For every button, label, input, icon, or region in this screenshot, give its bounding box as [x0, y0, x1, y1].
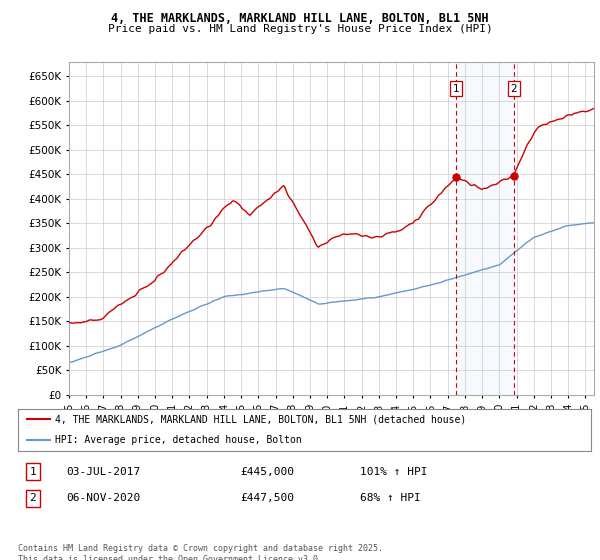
Text: 101% ↑ HPI: 101% ↑ HPI — [360, 466, 427, 477]
Text: 2: 2 — [29, 493, 37, 503]
Bar — [456, 62, 514, 395]
Text: 1: 1 — [453, 83, 460, 94]
Text: 2: 2 — [511, 83, 517, 94]
Text: £447,500: £447,500 — [240, 493, 294, 503]
Text: 4, THE MARKLANDS, MARKLAND HILL LANE, BOLTON, BL1 5NH (detached house): 4, THE MARKLANDS, MARKLAND HILL LANE, BO… — [55, 414, 466, 424]
Text: 4, THE MARKLANDS, MARKLAND HILL LANE, BOLTON, BL1 5NH: 4, THE MARKLANDS, MARKLAND HILL LANE, BO… — [111, 12, 489, 25]
Text: 68% ↑ HPI: 68% ↑ HPI — [360, 493, 421, 503]
Text: HPI: Average price, detached house, Bolton: HPI: Average price, detached house, Bolt… — [55, 435, 302, 445]
Text: 03-JUL-2017: 03-JUL-2017 — [66, 466, 140, 477]
Text: 06-NOV-2020: 06-NOV-2020 — [66, 493, 140, 503]
Text: Price paid vs. HM Land Registry's House Price Index (HPI): Price paid vs. HM Land Registry's House … — [107, 24, 493, 34]
Text: Contains HM Land Registry data © Crown copyright and database right 2025.
This d: Contains HM Land Registry data © Crown c… — [18, 544, 383, 560]
Text: 1: 1 — [29, 466, 37, 477]
Text: £445,000: £445,000 — [240, 466, 294, 477]
